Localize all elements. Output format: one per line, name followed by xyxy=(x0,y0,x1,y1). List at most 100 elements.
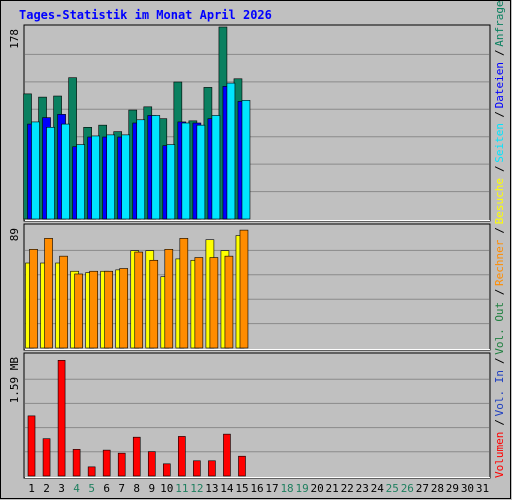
legend-seiten: Seiten xyxy=(493,123,506,163)
bar-volumen-day-12 xyxy=(193,460,201,477)
bar-seiten-day-13 xyxy=(211,115,221,220)
bar-seiten-day-8 xyxy=(136,119,146,220)
bar-seiten-day-3 xyxy=(61,123,70,220)
bar-seiten-day-15 xyxy=(241,100,251,220)
bar-seiten-day-14 xyxy=(226,82,236,220)
day-label-19: 19 xyxy=(295,482,308,495)
legend-separator: / xyxy=(493,165,506,172)
day-label-25: 25 xyxy=(386,482,399,495)
day-label-9: 9 xyxy=(148,482,155,495)
bar-rechner-day-11 xyxy=(179,238,189,349)
day-label-24: 24 xyxy=(371,482,385,495)
bar-volumen-day-13 xyxy=(208,460,216,477)
bar-volumen-day-15 xyxy=(238,455,246,477)
right-legend: Volumen / Vol. In / Vol. Out / Rechner / Besuche… xyxy=(493,0,506,478)
bar-seiten-day-1 xyxy=(31,121,40,220)
day-label-12: 12 xyxy=(190,482,203,495)
day-label-26: 26 xyxy=(401,482,414,495)
panel-visits xyxy=(23,223,491,351)
day-label-4: 4 xyxy=(73,482,80,495)
legend-volumen: Volumen xyxy=(493,432,506,478)
bar-volumen-day-6 xyxy=(102,449,111,477)
bar-volumen-day-9 xyxy=(147,451,156,477)
panel-frame xyxy=(23,352,491,479)
bar-volumen-day-10 xyxy=(163,463,171,477)
x-axis-day-labels: 1 2 3 4 5 6 7 8 9 10 11 12 13 14 15 16 17 18 19 20 21 22 23 24 2… xyxy=(28,482,489,495)
day-label-28: 28 xyxy=(431,482,444,495)
day-label-6: 6 xyxy=(103,482,110,495)
day-label-20: 20 xyxy=(311,482,324,495)
bar-rechner-day-5 xyxy=(89,270,98,349)
bar-rechner-day-9 xyxy=(149,259,159,349)
legend-separator: / xyxy=(493,227,506,234)
day-label-14: 14 xyxy=(220,482,234,495)
bar-seiten-day-5 xyxy=(91,135,100,220)
legend-separator: / xyxy=(493,357,506,364)
bar-rechner-day-13 xyxy=(209,257,219,349)
day-label-29: 29 xyxy=(446,482,459,495)
day-label-23: 23 xyxy=(356,482,369,495)
day-label-13: 13 xyxy=(205,482,218,495)
chart-title: Tages-Statistik im Monat April 2026 xyxy=(19,8,272,22)
legend-rechner: Rechner xyxy=(493,239,506,286)
day-label-22: 22 xyxy=(341,482,354,495)
bar-seiten-day-11 xyxy=(181,122,191,220)
bar-rechner-day-1 xyxy=(29,249,38,349)
legend-volout: Vol. Out xyxy=(493,302,506,355)
legend-volin: Vol. In xyxy=(493,370,506,416)
y-axis-max-labels: 178 89 1.59 MB xyxy=(8,29,21,403)
panel-volume xyxy=(23,352,491,479)
day-label-18: 18 xyxy=(280,482,293,495)
day-label-27: 27 xyxy=(416,482,429,495)
bar-rechner-day-2 xyxy=(44,238,53,349)
day-label-17: 17 xyxy=(265,482,278,495)
bar-rechner-day-15 xyxy=(239,229,249,349)
bar-volumen-day-14 xyxy=(223,433,231,477)
day-label-11: 11 xyxy=(175,482,188,495)
legend-anfragen: Anfragen xyxy=(493,0,506,47)
day-label-15: 15 xyxy=(235,482,248,495)
chart-panels xyxy=(23,24,491,479)
day-label-2: 2 xyxy=(43,482,50,495)
bar-volumen-day-3 xyxy=(57,360,66,477)
bar-volumen-day-8 xyxy=(132,436,141,477)
bar-seiten-day-9 xyxy=(151,115,161,220)
bar-seiten-day-2 xyxy=(46,127,55,220)
day-label-21: 21 xyxy=(326,482,339,495)
legend-besuche: Besuche xyxy=(493,178,506,224)
legend-separator: / xyxy=(493,111,506,118)
bar-rechner-day-14 xyxy=(224,255,234,349)
bar-volumen-day-5 xyxy=(87,466,96,477)
day-label-1: 1 xyxy=(28,482,35,495)
bar-rechner-day-4 xyxy=(74,273,83,349)
y-max-label-visits: 89 xyxy=(8,228,21,241)
day-label-16: 16 xyxy=(250,482,263,495)
day-label-30: 30 xyxy=(461,482,474,495)
legend-separator: / xyxy=(493,419,506,426)
legend-separator: / xyxy=(493,289,506,296)
bar-seiten-day-4 xyxy=(76,144,85,220)
bar-volumen-day-1 xyxy=(27,415,36,477)
day-label-7: 7 xyxy=(118,482,125,495)
bar-volumen-day-7 xyxy=(117,452,126,477)
y-max-label-requests: 178 xyxy=(8,29,21,49)
bar-volumen-day-11 xyxy=(178,436,186,477)
day-label-3: 3 xyxy=(58,482,65,495)
bar-rechner-day-8 xyxy=(134,251,144,349)
bar-volumen-day-4 xyxy=(72,449,81,477)
day-label-31: 31 xyxy=(476,482,489,495)
panel-requests xyxy=(23,24,491,222)
bar-rechner-day-3 xyxy=(59,255,68,349)
day-label-5: 5 xyxy=(88,482,95,495)
legend-dateien: Dateien xyxy=(493,62,506,108)
bar-seiten-day-10 xyxy=(166,144,176,220)
bar-volumen-day-2 xyxy=(42,438,51,477)
bar-rechner-day-6 xyxy=(104,270,113,349)
day-label-8: 8 xyxy=(133,482,140,495)
bar-rechner-day-10 xyxy=(164,249,174,349)
bar-rechner-day-12 xyxy=(194,257,204,349)
bar-rechner-day-7 xyxy=(119,268,129,349)
bar-seiten-day-12 xyxy=(196,124,206,220)
